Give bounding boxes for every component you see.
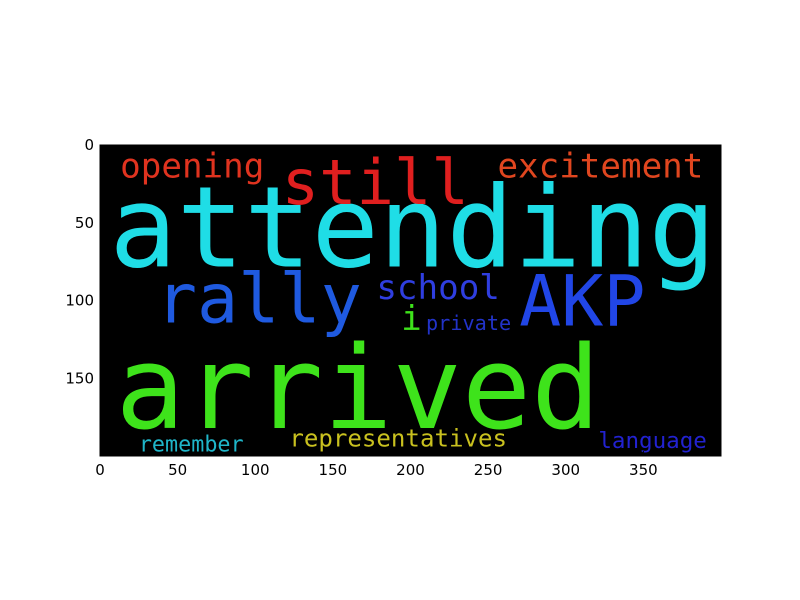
x-tick-label: 200 [396, 461, 425, 479]
word-private: private [426, 311, 511, 335]
word-cloud-image [100, 145, 721, 456]
x-tick-label: 0 [95, 461, 105, 479]
word-language: language [598, 428, 707, 454]
word-school: school [376, 268, 500, 308]
word-remember: remember [139, 432, 244, 457]
word-excitement: excitement [497, 147, 703, 187]
x-tick-label: 250 [474, 461, 503, 479]
axes-layer: 0 50 100 150 200 250 300 350 0 50 100 150 [65, 136, 721, 479]
y-tick-label: 50 [75, 214, 94, 232]
x-tick-label: 150 [319, 461, 348, 479]
x-tick-label: 350 [629, 461, 658, 479]
y-tick-label: 150 [65, 369, 94, 387]
word-i: i [401, 299, 422, 339]
word-attending: attending [109, 163, 716, 293]
word-akp: AKP [519, 260, 645, 342]
word-rally: rally [156, 259, 362, 339]
x-tick-label: 100 [241, 461, 270, 479]
y-tick-label: 0 [84, 136, 94, 154]
word-representatives: representatives [289, 425, 507, 453]
words-layer: attending arrived still opening excitement ra… [109, 146, 716, 457]
x-tick-label: 300 [551, 461, 580, 479]
word-opening: opening [120, 147, 264, 187]
x-tick-label: 50 [168, 461, 187, 479]
word-arrived: arrived [116, 322, 601, 456]
y-tick-label: 100 [65, 292, 94, 310]
word-still: still [282, 146, 469, 219]
